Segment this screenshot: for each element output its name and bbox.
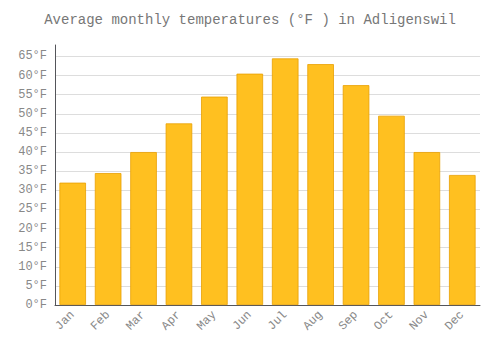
- svg-text:15°F: 15°F: [18, 241, 47, 255]
- svg-text:May: May: [194, 308, 219, 333]
- svg-text:40°F: 40°F: [18, 145, 47, 159]
- svg-text:Apr: Apr: [159, 308, 184, 333]
- svg-text:Aug: Aug: [300, 308, 325, 333]
- svg-text:30°F: 30°F: [18, 183, 47, 197]
- svg-text:60°F: 60°F: [18, 69, 47, 83]
- svg-text:25°F: 25°F: [18, 202, 47, 216]
- svg-text:5°F: 5°F: [25, 279, 47, 293]
- svg-text:Sep: Sep: [336, 308, 361, 333]
- svg-text:55°F: 55°F: [18, 88, 47, 102]
- svg-text:Mar: Mar: [123, 308, 148, 333]
- svg-text:10°F: 10°F: [18, 260, 47, 274]
- svg-text:Oct: Oct: [371, 308, 396, 333]
- svg-text:Jun: Jun: [230, 308, 255, 333]
- svg-text:Jul: Jul: [265, 308, 290, 333]
- svg-text:Jan: Jan: [53, 308, 78, 333]
- svg-text:Nov: Nov: [407, 308, 432, 333]
- svg-text:20°F: 20°F: [18, 222, 47, 236]
- svg-text:50°F: 50°F: [18, 107, 47, 121]
- svg-text:65°F: 65°F: [18, 49, 47, 63]
- svg-text:0°F: 0°F: [25, 298, 47, 312]
- svg-text:Average monthly temperatures (: Average monthly temperatures (°F ) in Ad…: [44, 12, 456, 28]
- svg-text:Feb: Feb: [88, 308, 113, 333]
- svg-text:45°F: 45°F: [18, 126, 47, 140]
- svg-text:35°F: 35°F: [18, 164, 47, 178]
- svg-text:Dec: Dec: [442, 308, 467, 333]
